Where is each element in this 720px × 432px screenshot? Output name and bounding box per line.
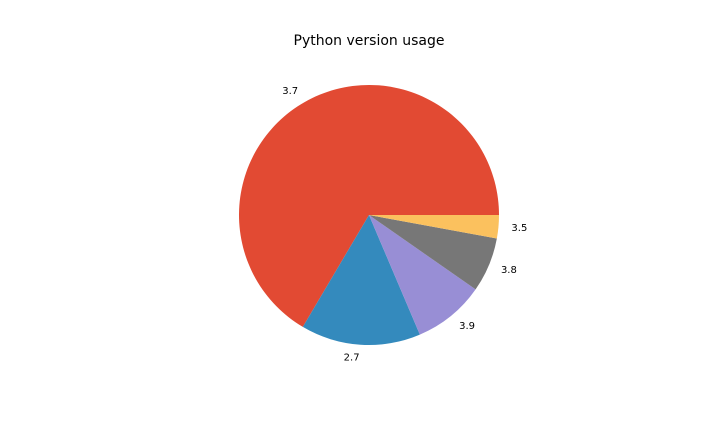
slice-label: 3.8 [501,265,517,276]
slice-label: 3.5 [511,223,527,234]
pie-slice [369,215,476,335]
pie-slice [302,215,420,345]
slice-label: 2.7 [344,353,360,364]
pie-slice [369,215,499,239]
chart-title: Python version usage [294,33,445,49]
pie-slice [239,84,500,327]
slice-label: 3.7 [282,86,298,97]
pie-slice [369,215,497,290]
slice-label: 3.9 [459,321,475,332]
